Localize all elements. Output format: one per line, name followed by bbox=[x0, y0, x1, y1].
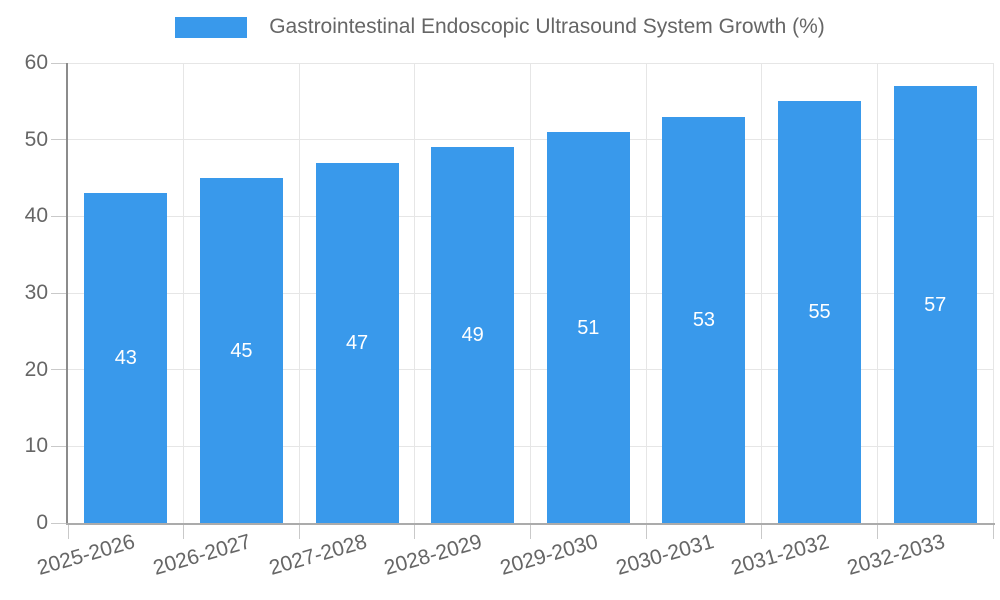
bar bbox=[199, 178, 283, 523]
x-tick-label: 2032-2033 bbox=[844, 530, 948, 580]
bar-value-label: 43 bbox=[114, 347, 137, 370]
bar-value-label: 49 bbox=[461, 324, 484, 347]
bar bbox=[431, 147, 515, 523]
legend-swatch bbox=[175, 16, 248, 38]
x-tick-label: 2030-2031 bbox=[613, 530, 717, 580]
y-tick-mark bbox=[51, 369, 66, 371]
x-axis-line bbox=[66, 523, 995, 525]
x-tick-mark bbox=[183, 524, 185, 539]
y-tick-label: 10 bbox=[24, 434, 48, 458]
x-tick-label: 2028-2029 bbox=[381, 530, 485, 580]
bar bbox=[315, 162, 399, 523]
y-tick-label: 0 bbox=[36, 511, 48, 534]
x-tick-label: 2025-2026 bbox=[34, 530, 138, 580]
x-tick-label: 2027-2028 bbox=[266, 530, 370, 580]
y-axis-line bbox=[66, 63, 68, 525]
y-tick-label: 30 bbox=[24, 281, 48, 304]
y-tick-mark bbox=[51, 139, 66, 141]
bar-value-label: 45 bbox=[230, 339, 253, 362]
gridline-x bbox=[876, 63, 878, 523]
y-tick-label: 60 bbox=[24, 51, 48, 74]
x-tick-label: 2031-2032 bbox=[728, 530, 832, 580]
bar-value-label: 51 bbox=[577, 316, 600, 339]
gridline-x bbox=[298, 63, 300, 523]
x-tick-mark bbox=[530, 524, 531, 539]
y-tick-label: 40 bbox=[24, 204, 48, 228]
legend: Gastrointestinal Endoscopic Ultrasound S… bbox=[0, 0, 1000, 54]
plot-area: 0 10 20 30 40 50 60 43 45 47 49 51 53 55 57 2025-2026 20… bbox=[25, 52, 995, 580]
legend-item[interactable]: Gastrointestinal Endoscopic Ultrasound S… bbox=[175, 15, 825, 39]
gridline-x bbox=[761, 63, 763, 523]
bar bbox=[893, 86, 977, 523]
x-tick-label: 2029-2030 bbox=[497, 530, 601, 580]
x-tick-mark bbox=[876, 524, 878, 539]
x-tick-mark bbox=[414, 524, 416, 539]
gridline-x bbox=[992, 63, 994, 523]
y-tick-label: 50 bbox=[24, 127, 48, 151]
y-tick-mark bbox=[51, 292, 66, 294]
x-tick-mark bbox=[298, 524, 300, 539]
gridline-x bbox=[530, 63, 531, 523]
y-tick-mark bbox=[51, 62, 66, 64]
gridline-x bbox=[414, 63, 416, 523]
y-tick-mark bbox=[51, 445, 66, 447]
gridline-x bbox=[645, 63, 647, 523]
gridline-x bbox=[183, 63, 185, 523]
bar bbox=[84, 193, 168, 523]
x-tick-mark bbox=[67, 524, 69, 539]
bar bbox=[778, 101, 862, 523]
bar-value-label: 53 bbox=[692, 308, 716, 331]
bar bbox=[546, 132, 630, 523]
x-tick-mark bbox=[761, 524, 763, 539]
x-tick-label: 2026-2027 bbox=[150, 530, 254, 580]
legend-label: Gastrointestinal Endoscopic Ultrasound S… bbox=[269, 15, 825, 38]
bar bbox=[662, 116, 746, 523]
bar-value-label: 55 bbox=[808, 301, 831, 324]
y-tick-mark bbox=[51, 215, 66, 217]
bar-value-label: 57 bbox=[924, 293, 947, 316]
y-tick-mark bbox=[51, 522, 66, 524]
y-tick-label: 20 bbox=[24, 357, 48, 381]
bar-value-label: 47 bbox=[345, 331, 369, 354]
x-tick-mark bbox=[992, 524, 994, 539]
x-tick-mark bbox=[645, 524, 647, 539]
